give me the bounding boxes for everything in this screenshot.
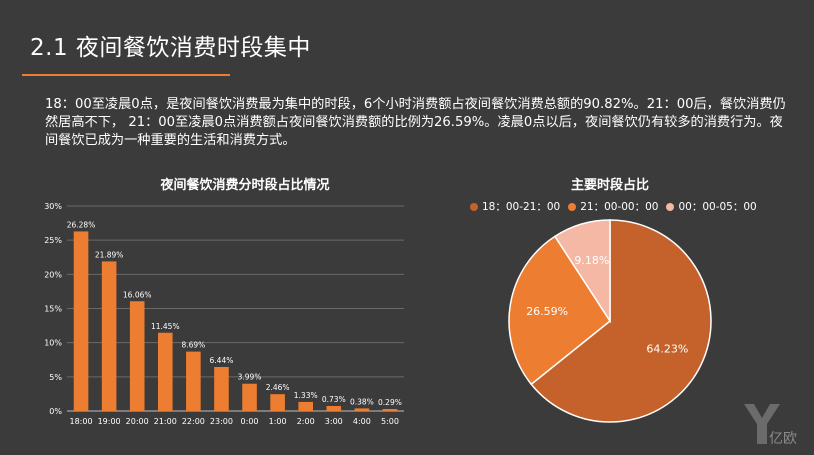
bar-value-label: 3.99% — [238, 373, 262, 382]
legend-swatch — [568, 202, 577, 211]
bar-value-label: 0.29% — [378, 398, 402, 407]
y-tick-label: 25% — [44, 236, 62, 245]
bar-value-label: 8.69% — [181, 341, 205, 350]
bar-value-label: 21.89% — [95, 250, 124, 259]
x-tick-label: 23:00 — [210, 417, 233, 426]
x-tick-label: 2:00 — [297, 417, 315, 426]
bar — [186, 351, 201, 411]
bar-value-label: 11.45% — [151, 322, 180, 331]
x-tick-label: 22:00 — [182, 417, 205, 426]
bar — [326, 406, 342, 411]
x-tick-label: 0:00 — [241, 417, 259, 426]
bar — [298, 401, 314, 411]
bar — [101, 261, 117, 411]
bar-value-label: 1.33% — [294, 391, 318, 400]
pie-chart-title: 主要时段占比 — [570, 178, 649, 193]
x-tick-label: 3:00 — [325, 417, 343, 426]
x-tick-label: 19:00 — [98, 417, 121, 426]
legend-item: 21：00-00：00 — [568, 199, 658, 214]
logo-text: 亿欧 — [769, 431, 797, 447]
bar — [214, 366, 229, 411]
legend-swatch — [666, 202, 675, 211]
summary-paragraph: 18：00至凌晨0点，是夜间餐饮消费最为集中的时段，6个小时消费额占夜间餐饮消费… — [45, 97, 786, 148]
bar — [382, 409, 398, 411]
y-tick-label: 10% — [44, 339, 62, 348]
legend-label: 00：00-05：00 — [678, 201, 757, 213]
bar — [242, 383, 257, 411]
y-tick-label: 0% — [49, 407, 62, 416]
legend-item: 18：00-21：00 — [470, 199, 560, 214]
bar — [157, 332, 173, 411]
bar — [129, 301, 145, 411]
bar-value-label: 6.44% — [210, 356, 234, 365]
y-tick-label: 20% — [44, 270, 62, 279]
page-title: 2.1 夜间餐饮消费时段集中 — [30, 35, 311, 61]
y-tick-label: 30% — [44, 202, 62, 211]
bar — [354, 408, 370, 411]
x-tick-label: 5:00 — [381, 417, 399, 426]
bar — [270, 394, 285, 411]
y-tick-label: 5% — [49, 373, 62, 382]
yiou-logo-icon — [744, 404, 780, 444]
x-tick-label: 20:00 — [126, 417, 149, 426]
x-tick-label: 1:00 — [269, 417, 287, 426]
legend-label: 21：00-00：00 — [580, 201, 659, 213]
bar-value-label: 2.46% — [266, 383, 290, 392]
pie-legend: 18：00-21：00 21：00-00：00 00：00-05：00 — [470, 199, 760, 214]
legend-item: 00：00-05：00 — [666, 199, 757, 214]
legend-label: 18：00-21：00 — [482, 201, 561, 213]
bar-value-label: 0.73% — [322, 395, 346, 404]
bar — [73, 231, 89, 411]
bar-chart-title: 夜间餐饮消费分时段占比情况 — [160, 178, 330, 193]
bar-value-label: 0.38% — [350, 397, 374, 406]
title-underline — [22, 74, 230, 76]
y-tick-label: 15% — [44, 305, 62, 314]
bar-value-label: 26.28% — [67, 220, 96, 229]
x-tick-label: 21:00 — [154, 417, 177, 426]
x-tick-label: 4:00 — [353, 417, 371, 426]
legend-swatch — [470, 202, 478, 211]
x-tick-label: 18:00 — [70, 417, 93, 426]
bar-value-label: 16.06% — [123, 290, 152, 299]
